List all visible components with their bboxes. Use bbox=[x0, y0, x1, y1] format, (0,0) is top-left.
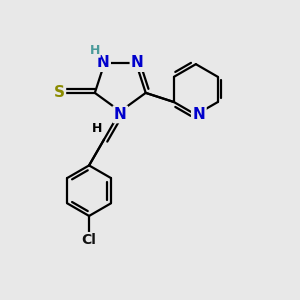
Text: N: N bbox=[114, 107, 127, 122]
Text: H: H bbox=[90, 44, 100, 57]
Text: Cl: Cl bbox=[82, 233, 97, 247]
Text: N: N bbox=[131, 56, 144, 70]
Text: N: N bbox=[97, 56, 110, 70]
Text: H: H bbox=[92, 122, 102, 135]
Text: S: S bbox=[54, 85, 65, 100]
Text: N: N bbox=[193, 107, 205, 122]
